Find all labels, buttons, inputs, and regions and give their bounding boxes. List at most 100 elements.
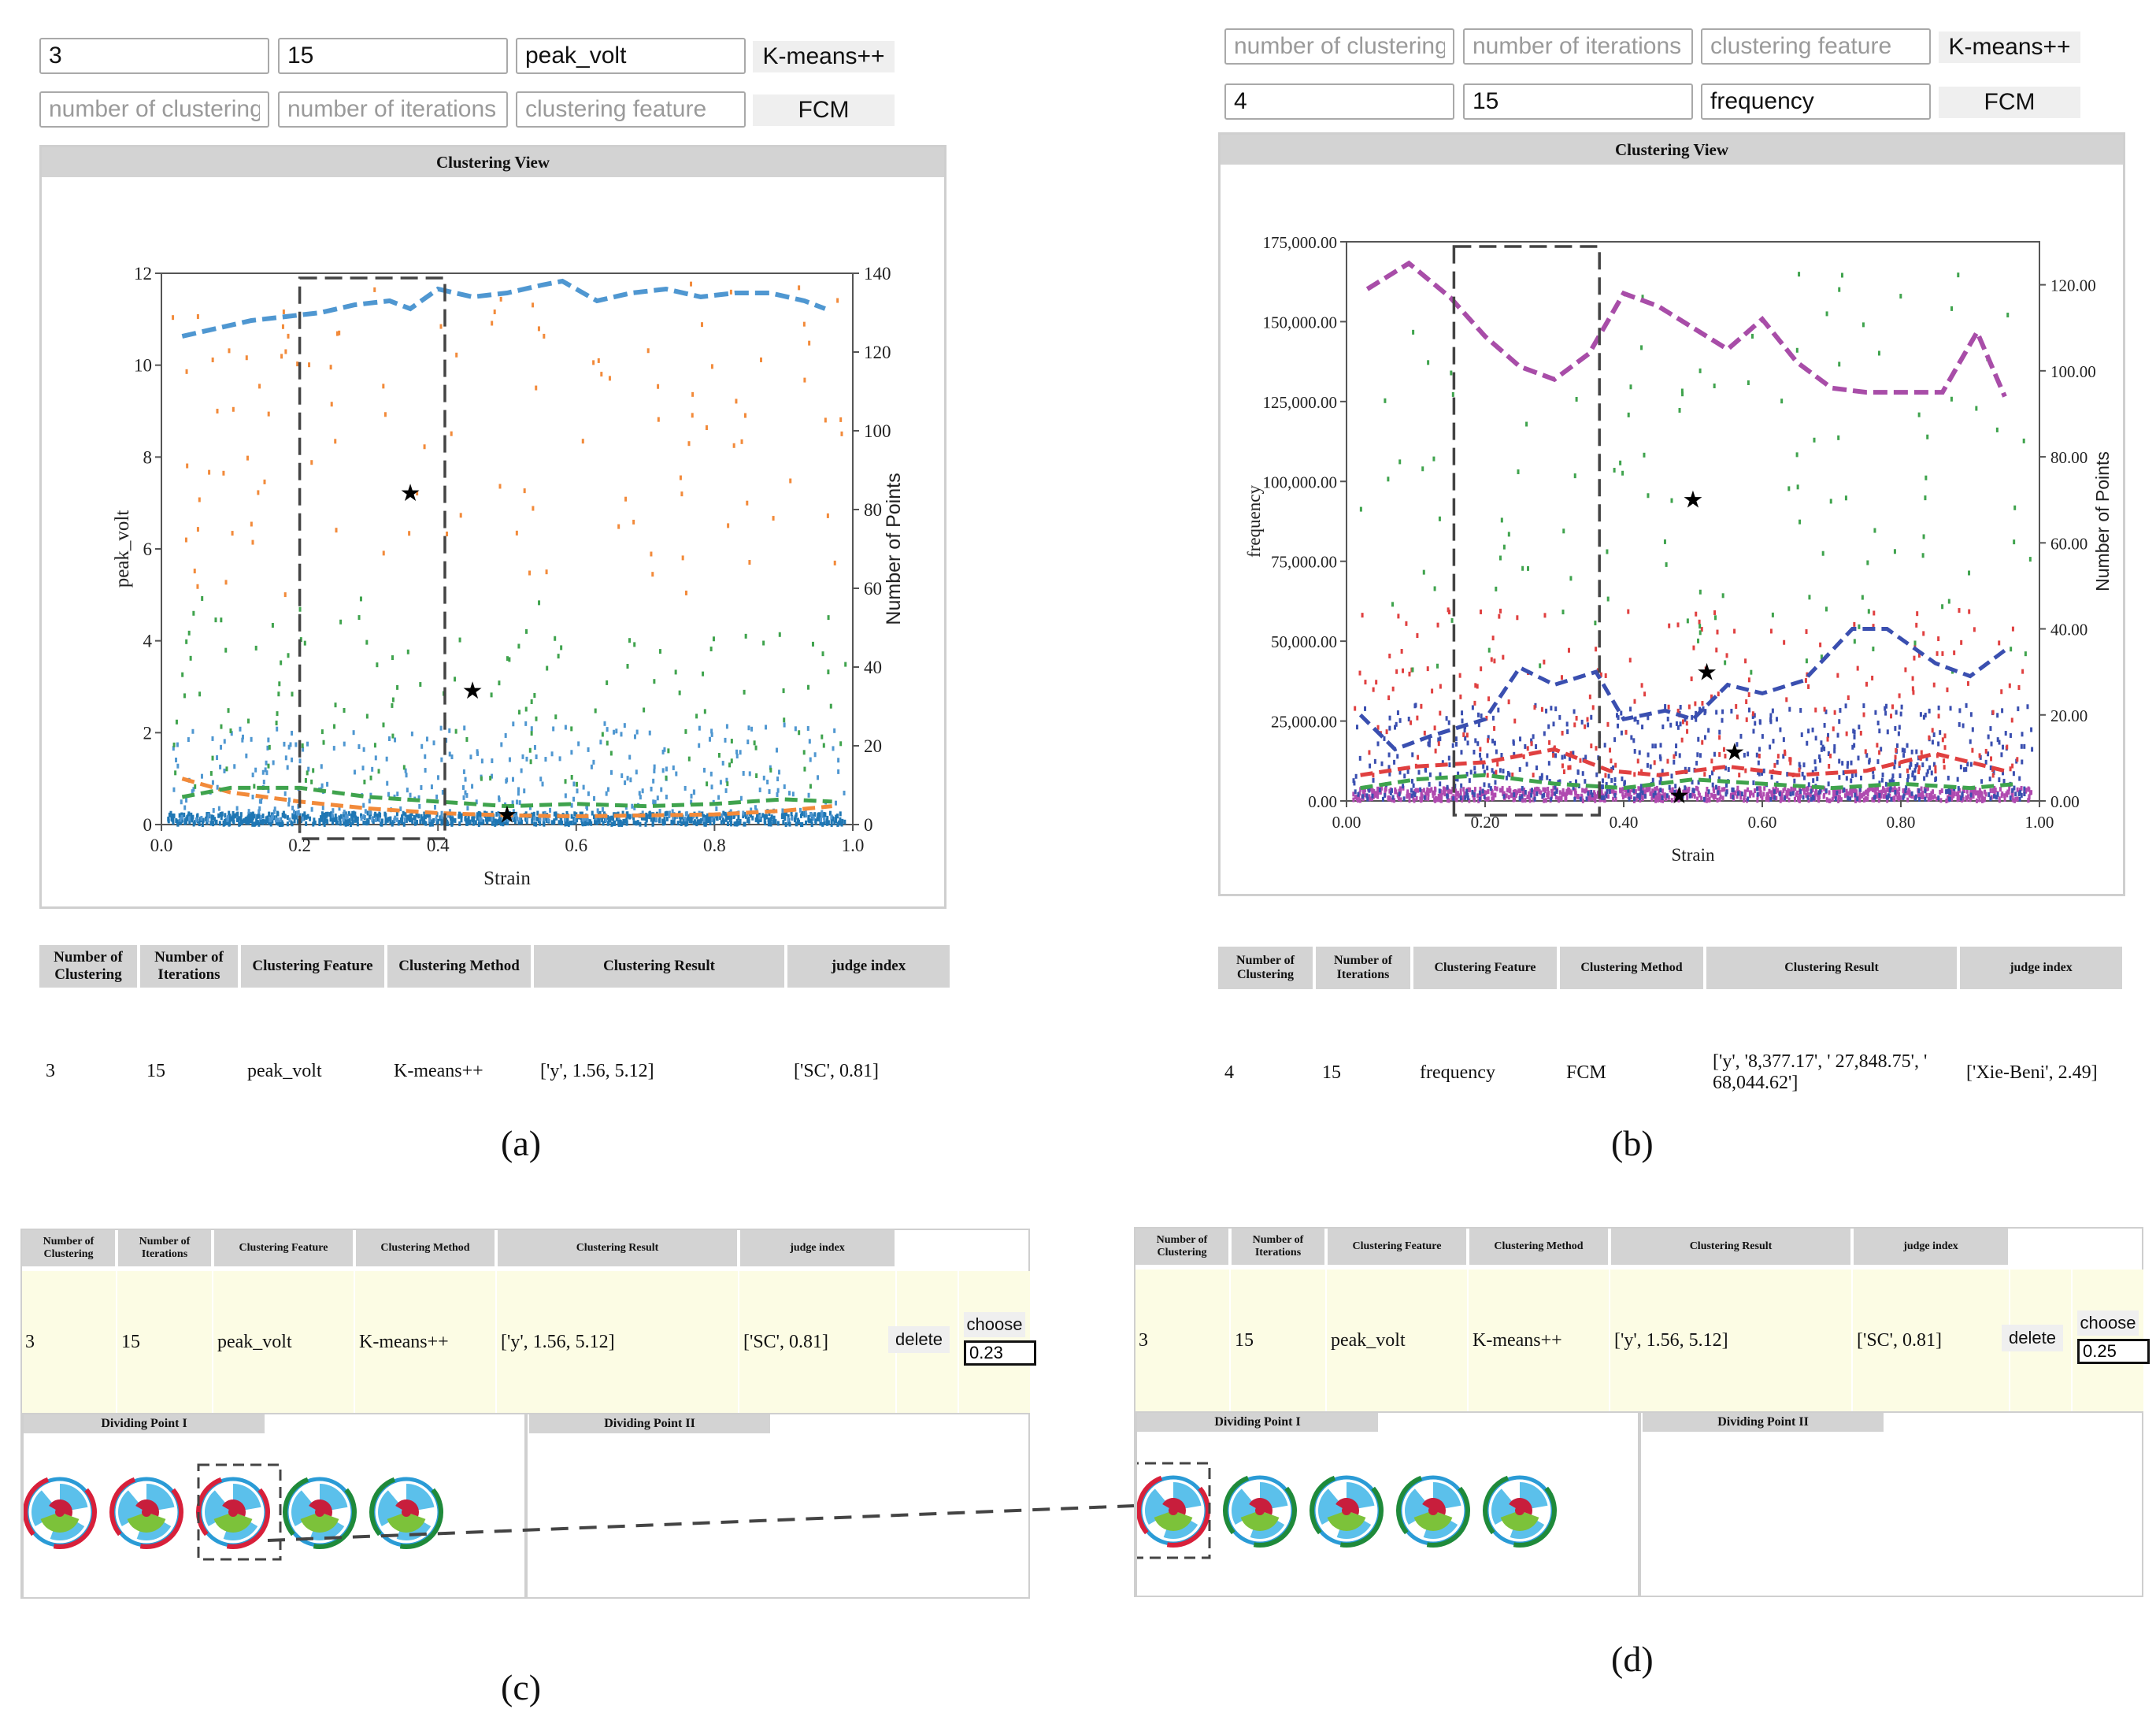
scatter-point bbox=[608, 376, 611, 381]
scatter-point bbox=[1651, 743, 1654, 749]
glyph-icon[interactable] bbox=[283, 1477, 357, 1549]
scatter-point bbox=[1850, 773, 1854, 778]
scatter-point bbox=[1755, 752, 1758, 758]
scatter-point bbox=[1824, 709, 1828, 714]
panel-a-cell-4: ['y', 1.56, 5.12] bbox=[540, 1060, 654, 1081]
scatter-point bbox=[817, 775, 820, 780]
glyph-icon[interactable] bbox=[1137, 1475, 1210, 1548]
b-iterations-input-2[interactable] bbox=[1463, 83, 1693, 120]
plot-frame bbox=[1346, 241, 2040, 802]
panel_c-delete-button[interactable]: delete bbox=[888, 1326, 950, 1353]
glyph-icon[interactable] bbox=[196, 1477, 270, 1549]
b-iterations-input[interactable] bbox=[1463, 28, 1693, 65]
panel_c-choose-button[interactable]: choose bbox=[964, 1312, 1025, 1337]
scatter-point bbox=[423, 444, 426, 450]
b-feature-input-2[interactable] bbox=[1701, 83, 1931, 120]
b-cluster-count-input[interactable] bbox=[1224, 28, 1454, 65]
panel_d-choose-input[interactable] bbox=[2077, 1339, 2150, 1364]
scatter-point bbox=[729, 289, 732, 295]
scatter-point bbox=[239, 816, 243, 821]
scatter-point bbox=[1739, 733, 1743, 739]
a-iterations-input-2[interactable] bbox=[278, 91, 508, 128]
panel_d-delete-button[interactable]: delete bbox=[2002, 1325, 2063, 1351]
scatter-point bbox=[459, 513, 462, 518]
scatter-point bbox=[1587, 796, 1591, 802]
scatter-point bbox=[1614, 796, 1617, 802]
b-kmeans-button[interactable]: K-means++ bbox=[1939, 32, 2080, 63]
a-fcm-button[interactable]: FCM bbox=[753, 95, 895, 126]
b-cluster-count-input-2[interactable] bbox=[1224, 83, 1454, 120]
scatter-point bbox=[511, 800, 514, 806]
scatter-point bbox=[1708, 796, 1711, 802]
scatter-point bbox=[223, 818, 226, 824]
plot-frame bbox=[161, 272, 854, 825]
scatter-point bbox=[423, 816, 426, 821]
scatter-point bbox=[1676, 725, 1680, 730]
scatter-point bbox=[1993, 785, 1996, 791]
scatter-point bbox=[1613, 468, 1616, 473]
panel_d-highlight-row[interactable] bbox=[1135, 1270, 2143, 1411]
scatter-point bbox=[1902, 753, 1906, 758]
panel_c-choose-input[interactable] bbox=[964, 1340, 1036, 1366]
selection-box[interactable] bbox=[298, 276, 446, 840]
a-feature-input-2[interactable] bbox=[516, 91, 746, 128]
a-cluster-count-input-2[interactable] bbox=[39, 91, 269, 128]
glyph-icon[interactable] bbox=[1310, 1475, 1384, 1548]
scatter-point bbox=[633, 805, 636, 810]
scatter-point bbox=[601, 806, 604, 812]
scatter-point bbox=[747, 818, 750, 824]
scatter-point bbox=[1698, 630, 1702, 636]
scatter-point bbox=[1724, 754, 1727, 759]
glyph-icon[interactable] bbox=[1396, 1475, 1470, 1548]
scatter-point bbox=[1924, 788, 1927, 794]
y-tick-label: 2 bbox=[143, 723, 153, 743]
a-feature-input[interactable] bbox=[516, 38, 746, 74]
scatter-point bbox=[2022, 438, 2025, 443]
scatter-point bbox=[1454, 795, 1457, 801]
scatter-point bbox=[706, 817, 709, 823]
glyph-icon[interactable] bbox=[1223, 1475, 1297, 1548]
glyph-icon[interactable] bbox=[1483, 1475, 1557, 1548]
scatter-point bbox=[746, 740, 750, 745]
scatter-point bbox=[1575, 779, 1578, 784]
scatter-point bbox=[1537, 787, 1540, 792]
scatter-point bbox=[287, 653, 290, 658]
scatter-point bbox=[1540, 776, 1543, 781]
scatter-point bbox=[1704, 666, 1707, 672]
scatter-point bbox=[245, 355, 248, 361]
b-feature-input[interactable] bbox=[1701, 28, 1931, 65]
scatter-point bbox=[730, 821, 733, 827]
scatter-point bbox=[274, 817, 277, 823]
scatter-point bbox=[558, 756, 561, 762]
b-fcm-button[interactable]: FCM bbox=[1939, 87, 2080, 118]
scatter-point bbox=[1543, 798, 1546, 803]
glyph-icon[interactable] bbox=[369, 1477, 443, 1549]
glyph-icon[interactable] bbox=[109, 1477, 183, 1549]
scatter-point bbox=[1690, 676, 1693, 681]
scatter-point bbox=[417, 795, 420, 800]
scatter-point bbox=[339, 821, 342, 826]
scatter-point bbox=[192, 610, 195, 616]
scatter-point bbox=[2020, 786, 2023, 791]
scatter-point bbox=[1740, 791, 1743, 797]
scatter-point bbox=[1968, 609, 1971, 614]
selection-box[interactable] bbox=[1452, 245, 1601, 817]
glyph-icon[interactable] bbox=[24, 1477, 97, 1549]
series-trend-line-1 bbox=[181, 785, 832, 809]
scatter-point bbox=[1748, 707, 1751, 713]
scatter-point bbox=[168, 812, 171, 817]
panel_c-highlight-row[interactable] bbox=[22, 1271, 1030, 1413]
scatter-point bbox=[1796, 790, 1799, 795]
a-iterations-input[interactable] bbox=[278, 38, 508, 74]
a-kmeans-button[interactable]: K-means++ bbox=[753, 41, 895, 72]
scatter-point bbox=[1819, 788, 1822, 794]
scatter-point bbox=[1969, 712, 1973, 717]
scatter-point bbox=[1585, 788, 1588, 793]
scatter-point bbox=[1434, 797, 1437, 803]
centroid-star-icon: ★ bbox=[1683, 487, 1704, 513]
scatter-point bbox=[1416, 633, 1419, 639]
scatter-point bbox=[1820, 654, 1823, 660]
a-cluster-count-input[interactable] bbox=[39, 38, 269, 74]
scatter-point bbox=[1384, 398, 1387, 403]
panel_d-choose-button[interactable]: choose bbox=[2077, 1310, 2139, 1336]
